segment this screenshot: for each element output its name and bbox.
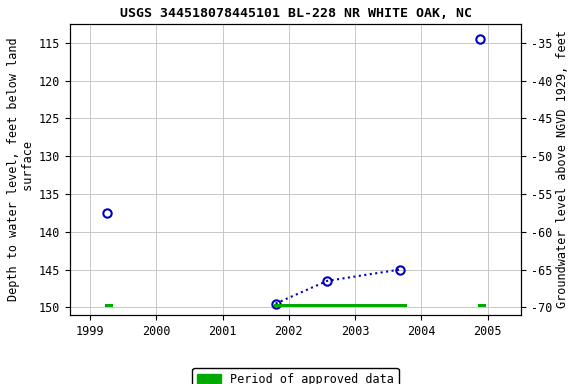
Bar [478, 304, 486, 307]
Title: USGS 344518078445101 BL-228 NR WHITE OAK, NC: USGS 344518078445101 BL-228 NR WHITE OAK… [119, 7, 472, 20]
Bar [274, 304, 407, 307]
Y-axis label: Depth to water level, feet below land
 surface: Depth to water level, feet below land su… [7, 38, 35, 301]
Legend: Period of approved data: Period of approved data [192, 368, 399, 384]
Bar [105, 304, 113, 307]
Y-axis label: Groundwater level above NGVD 1929, feet: Groundwater level above NGVD 1929, feet [556, 30, 569, 308]
